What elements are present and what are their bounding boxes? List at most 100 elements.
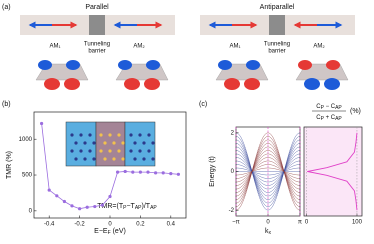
x-tick-label: 0 — [108, 222, 112, 228]
band-line — [235, 160, 301, 183]
ratio-title-numerator-part: − C — [324, 104, 336, 110]
atom — [79, 149, 83, 153]
atom — [70, 149, 74, 153]
group-title: Antiparallel — [260, 4, 295, 11]
atom — [117, 149, 121, 153]
orbital-lobe — [66, 60, 80, 70]
orbital-lobe — [218, 60, 232, 70]
band-line — [235, 157, 301, 186]
atom — [151, 157, 155, 161]
formula-part: −T — [126, 203, 135, 210]
electrode-label: AM₂ — [313, 44, 325, 50]
ratio-title-numerator: CP − CAP — [316, 104, 342, 112]
barrier-label: barrier — [88, 49, 105, 55]
atom — [92, 157, 96, 161]
band-line — [235, 143, 301, 200]
electrode-label: AM₁ — [49, 44, 60, 50]
band-line — [235, 153, 301, 190]
band-line — [235, 164, 301, 179]
data-point — [40, 121, 44, 126]
atom — [83, 157, 87, 161]
ratio-title-numerator-part: AP — [335, 105, 342, 111]
data-point — [176, 172, 180, 176]
x-axis-label: E−EF (eV) — [94, 228, 126, 236]
data-point — [62, 199, 66, 204]
data-point — [70, 204, 74, 208]
atom — [108, 149, 112, 153]
orbital-lobe — [298, 60, 312, 70]
orbital-illustrations — [35, 60, 349, 90]
formula-part: )/T — [142, 203, 151, 210]
y-tick-label: 0 — [29, 208, 33, 214]
orbital-lobe — [224, 78, 240, 90]
atom — [112, 141, 116, 145]
x-tick-label: π — [298, 220, 302, 226]
data-point — [154, 171, 158, 175]
atom — [138, 149, 142, 153]
y-tick-label: 2 — [231, 130, 235, 136]
band-line — [235, 164, 301, 179]
orbital-lobe — [124, 78, 140, 90]
orbital-lobe — [146, 60, 160, 70]
atom — [88, 149, 92, 153]
atom — [92, 141, 96, 145]
data-point — [116, 170, 120, 174]
y-tick-label: 1000 — [19, 137, 33, 143]
band-line — [235, 146, 301, 197]
ratio-title-denominator-part: P — [321, 116, 325, 122]
ratio-line — [307, 132, 358, 211]
data-point — [47, 188, 51, 192]
band-line — [235, 136, 301, 207]
x-tick-label: −π — [232, 220, 240, 226]
band-line — [235, 150, 301, 193]
formula-part: AP — [135, 205, 142, 211]
band-line — [235, 139, 301, 204]
orbital-lobe — [326, 60, 340, 70]
ratio-title-numerator-part: P — [321, 105, 325, 111]
data-point — [55, 194, 59, 198]
ratio-title-unit: (%) — [350, 108, 361, 115]
band-line — [235, 143, 301, 200]
x-tick-label: -0.4 — [44, 222, 55, 228]
group-title: Parallel — [85, 4, 109, 11]
ratio-title-denominator-part: AP — [335, 116, 342, 122]
atom — [121, 157, 125, 161]
atom — [103, 141, 107, 145]
data-point — [100, 203, 104, 207]
band-line — [235, 136, 301, 207]
atom — [88, 133, 92, 137]
panel-label: (a) — [2, 4, 11, 11]
atom — [70, 133, 74, 137]
crystal-atoms — [70, 133, 155, 161]
atom — [138, 133, 142, 137]
atom — [103, 157, 107, 161]
x-tick-label: 100 — [352, 220, 363, 226]
barrier-label: Tunneling — [264, 42, 290, 48]
x-tick-label: 0.2 — [136, 222, 145, 228]
data-point — [123, 169, 127, 174]
atom — [108, 133, 112, 137]
atom — [133, 141, 137, 145]
atom — [142, 157, 146, 161]
atom — [74, 157, 78, 161]
ratio-title-denominator-part: C — [316, 115, 321, 121]
x-tick-label: -0.2 — [74, 222, 85, 228]
orbital-lobe — [38, 60, 52, 70]
data-point — [78, 207, 82, 211]
formula-part: AP — [150, 205, 157, 211]
panel-label: (b) — [2, 101, 11, 108]
ratio-title-numerator-part: C — [316, 104, 321, 110]
x-axis-label-part: E−E — [94, 228, 108, 235]
atom — [83, 141, 87, 145]
electrode-label: AM₂ — [133, 44, 145, 50]
x-axis-label-part: x — [269, 230, 272, 236]
atom — [74, 141, 78, 145]
y-axis-label: Energy (t) — [209, 156, 216, 187]
band-line — [235, 132, 301, 211]
inset — [65, 121, 156, 167]
orbital-lobe — [244, 78, 260, 90]
atom — [142, 141, 146, 145]
atom — [151, 141, 155, 145]
shade — [304, 127, 362, 216]
